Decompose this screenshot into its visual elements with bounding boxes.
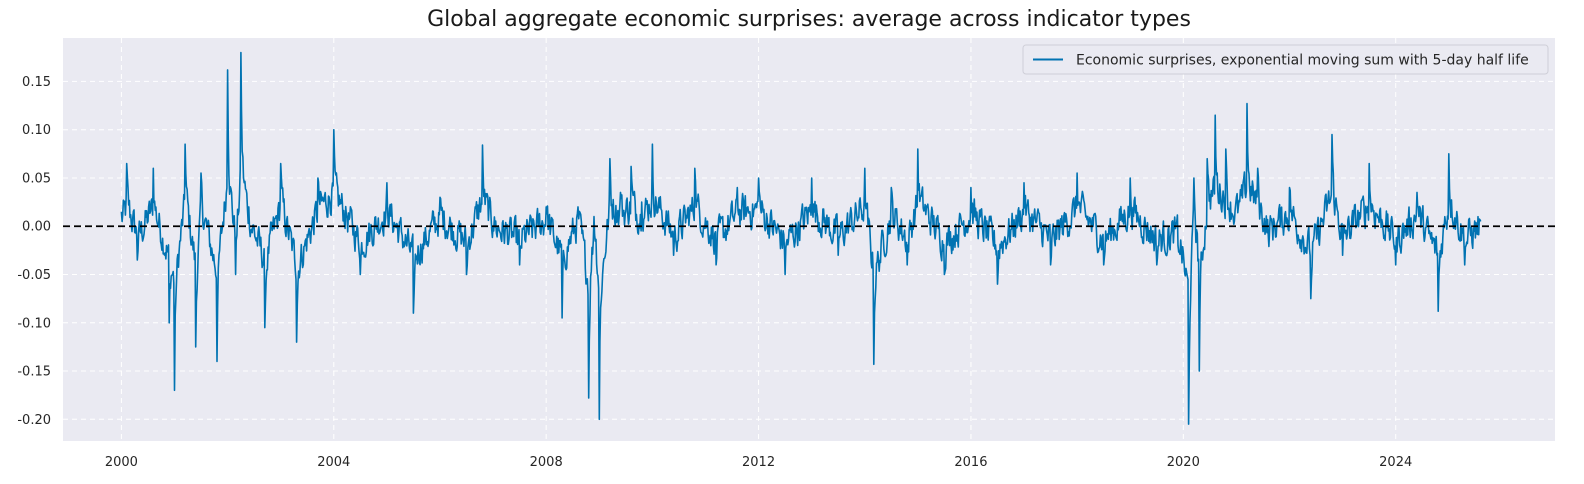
- y-tick-label: -0.10: [17, 316, 51, 331]
- x-tick-label: 2020: [1167, 455, 1200, 470]
- legend-box: [1022, 44, 1549, 75]
- x-tick-label: 2008: [530, 455, 563, 470]
- legend: Economic surprises, exponential moving s…: [1022, 44, 1549, 75]
- y-tick-label: 0.00: [22, 220, 51, 235]
- y-tick-label: 0.05: [22, 171, 51, 186]
- chart-title: Global aggregate economic surprises: ave…: [427, 7, 1191, 32]
- series-line: [120, 51, 1482, 425]
- plot-area: [63, 38, 1555, 441]
- x-tick-label: 2004: [317, 455, 350, 470]
- y-axis: -0.20 -0.15 -0.10 -0.05 0.00 0.05 0.10 0.15: [17, 75, 51, 428]
- series-layer: [120, 51, 1482, 425]
- y-tick-label: -0.05: [17, 268, 51, 283]
- y-tick-label: 0.15: [22, 75, 51, 90]
- y-tick-label: 0.10: [22, 123, 51, 138]
- gridlines: [63, 38, 1555, 441]
- x-tick-label: 2000: [105, 455, 138, 470]
- y-tick-label: -0.15: [17, 365, 51, 380]
- x-tick-label: 2024: [1379, 455, 1412, 470]
- x-tick-label: 2012: [742, 455, 775, 470]
- x-axis: 2000 2004 2008 2012 2016 2020 2024: [105, 455, 1412, 470]
- x-tick-label: 2016: [954, 455, 987, 470]
- y-tick-label: -0.20: [17, 413, 51, 428]
- legend-label: Economic surprises, exponential moving s…: [1076, 53, 1529, 69]
